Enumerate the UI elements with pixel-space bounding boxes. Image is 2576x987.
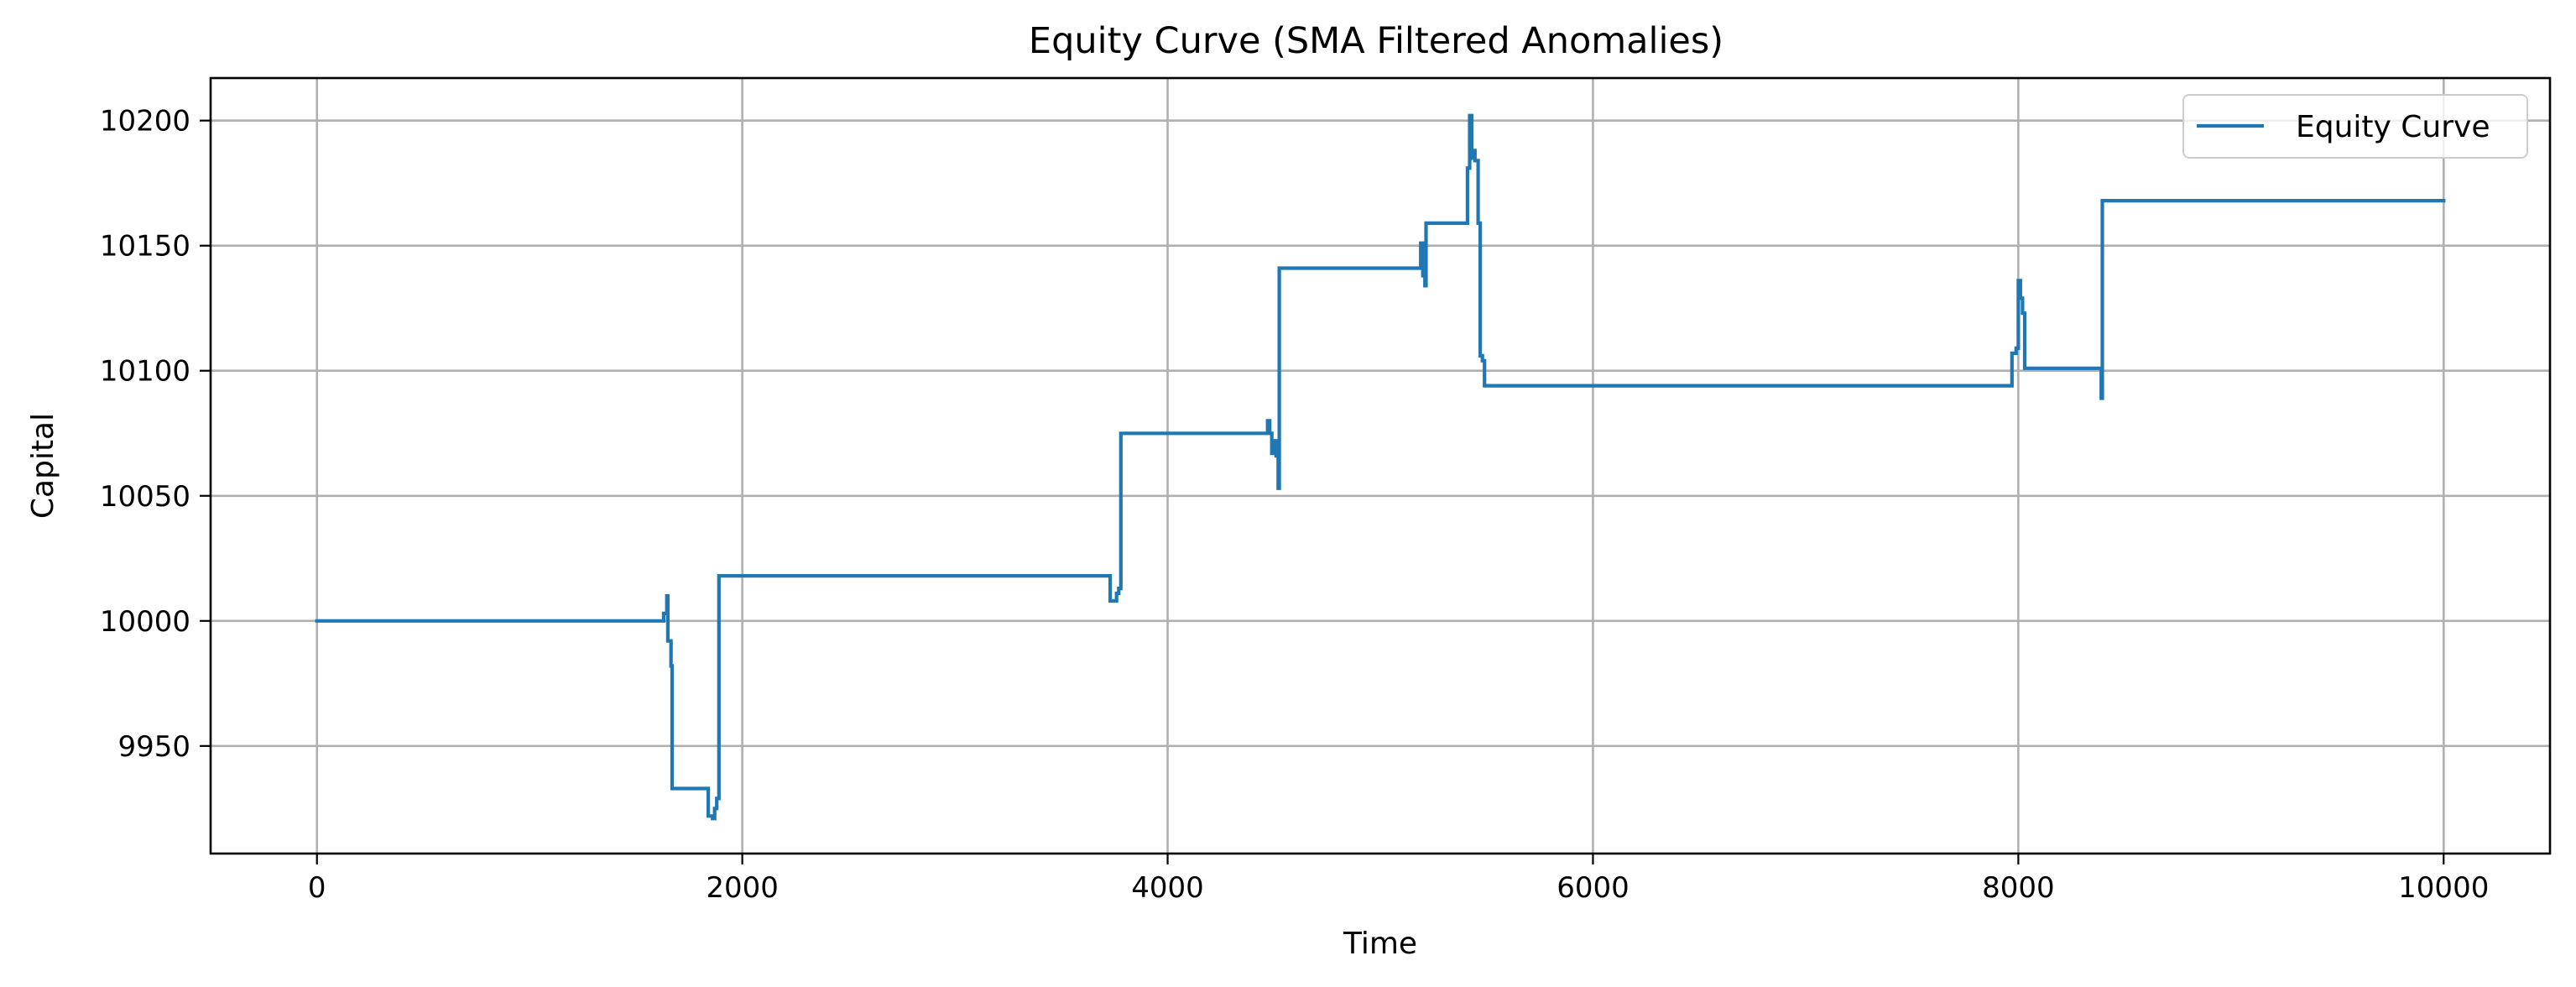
y-tick-label: 10100 [100, 355, 190, 389]
x-tick-label: 6000 [1557, 871, 1630, 905]
axis-ticks: 0 2000 4000 6000 8000 10000 9950 10000 10050 1010… [100, 105, 2490, 905]
x-tick-label: 0 [308, 871, 326, 905]
chart-title: Equity Curve (SMA Filtered Anomalies) [1029, 20, 1723, 62]
y-tick-label: 10150 [100, 230, 190, 264]
y-tick-label: 10050 [100, 480, 190, 514]
legend: Equity Curve [2182, 94, 2528, 159]
plot-frame [209, 76, 2552, 855]
x-tick-label: 2000 [706, 871, 779, 905]
x-axis-label: Time [1343, 927, 1417, 961]
series-line-equity-curve [315, 113, 2446, 821]
x-tick-label: 4000 [1131, 871, 1204, 905]
x-tick-label: 10000 [2398, 871, 2489, 905]
series-layer [315, 113, 2446, 821]
y-tick-label: 10000 [100, 605, 190, 639]
y-axis-label: Capital [26, 413, 60, 519]
y-tick-label: 10200 [100, 105, 190, 138]
x-tick-label: 8000 [1982, 871, 2055, 905]
y-tick-label: 9950 [117, 730, 190, 764]
legend-box [2182, 94, 2528, 159]
legend-label-equity-curve: Equity Curve [2296, 110, 2490, 144]
